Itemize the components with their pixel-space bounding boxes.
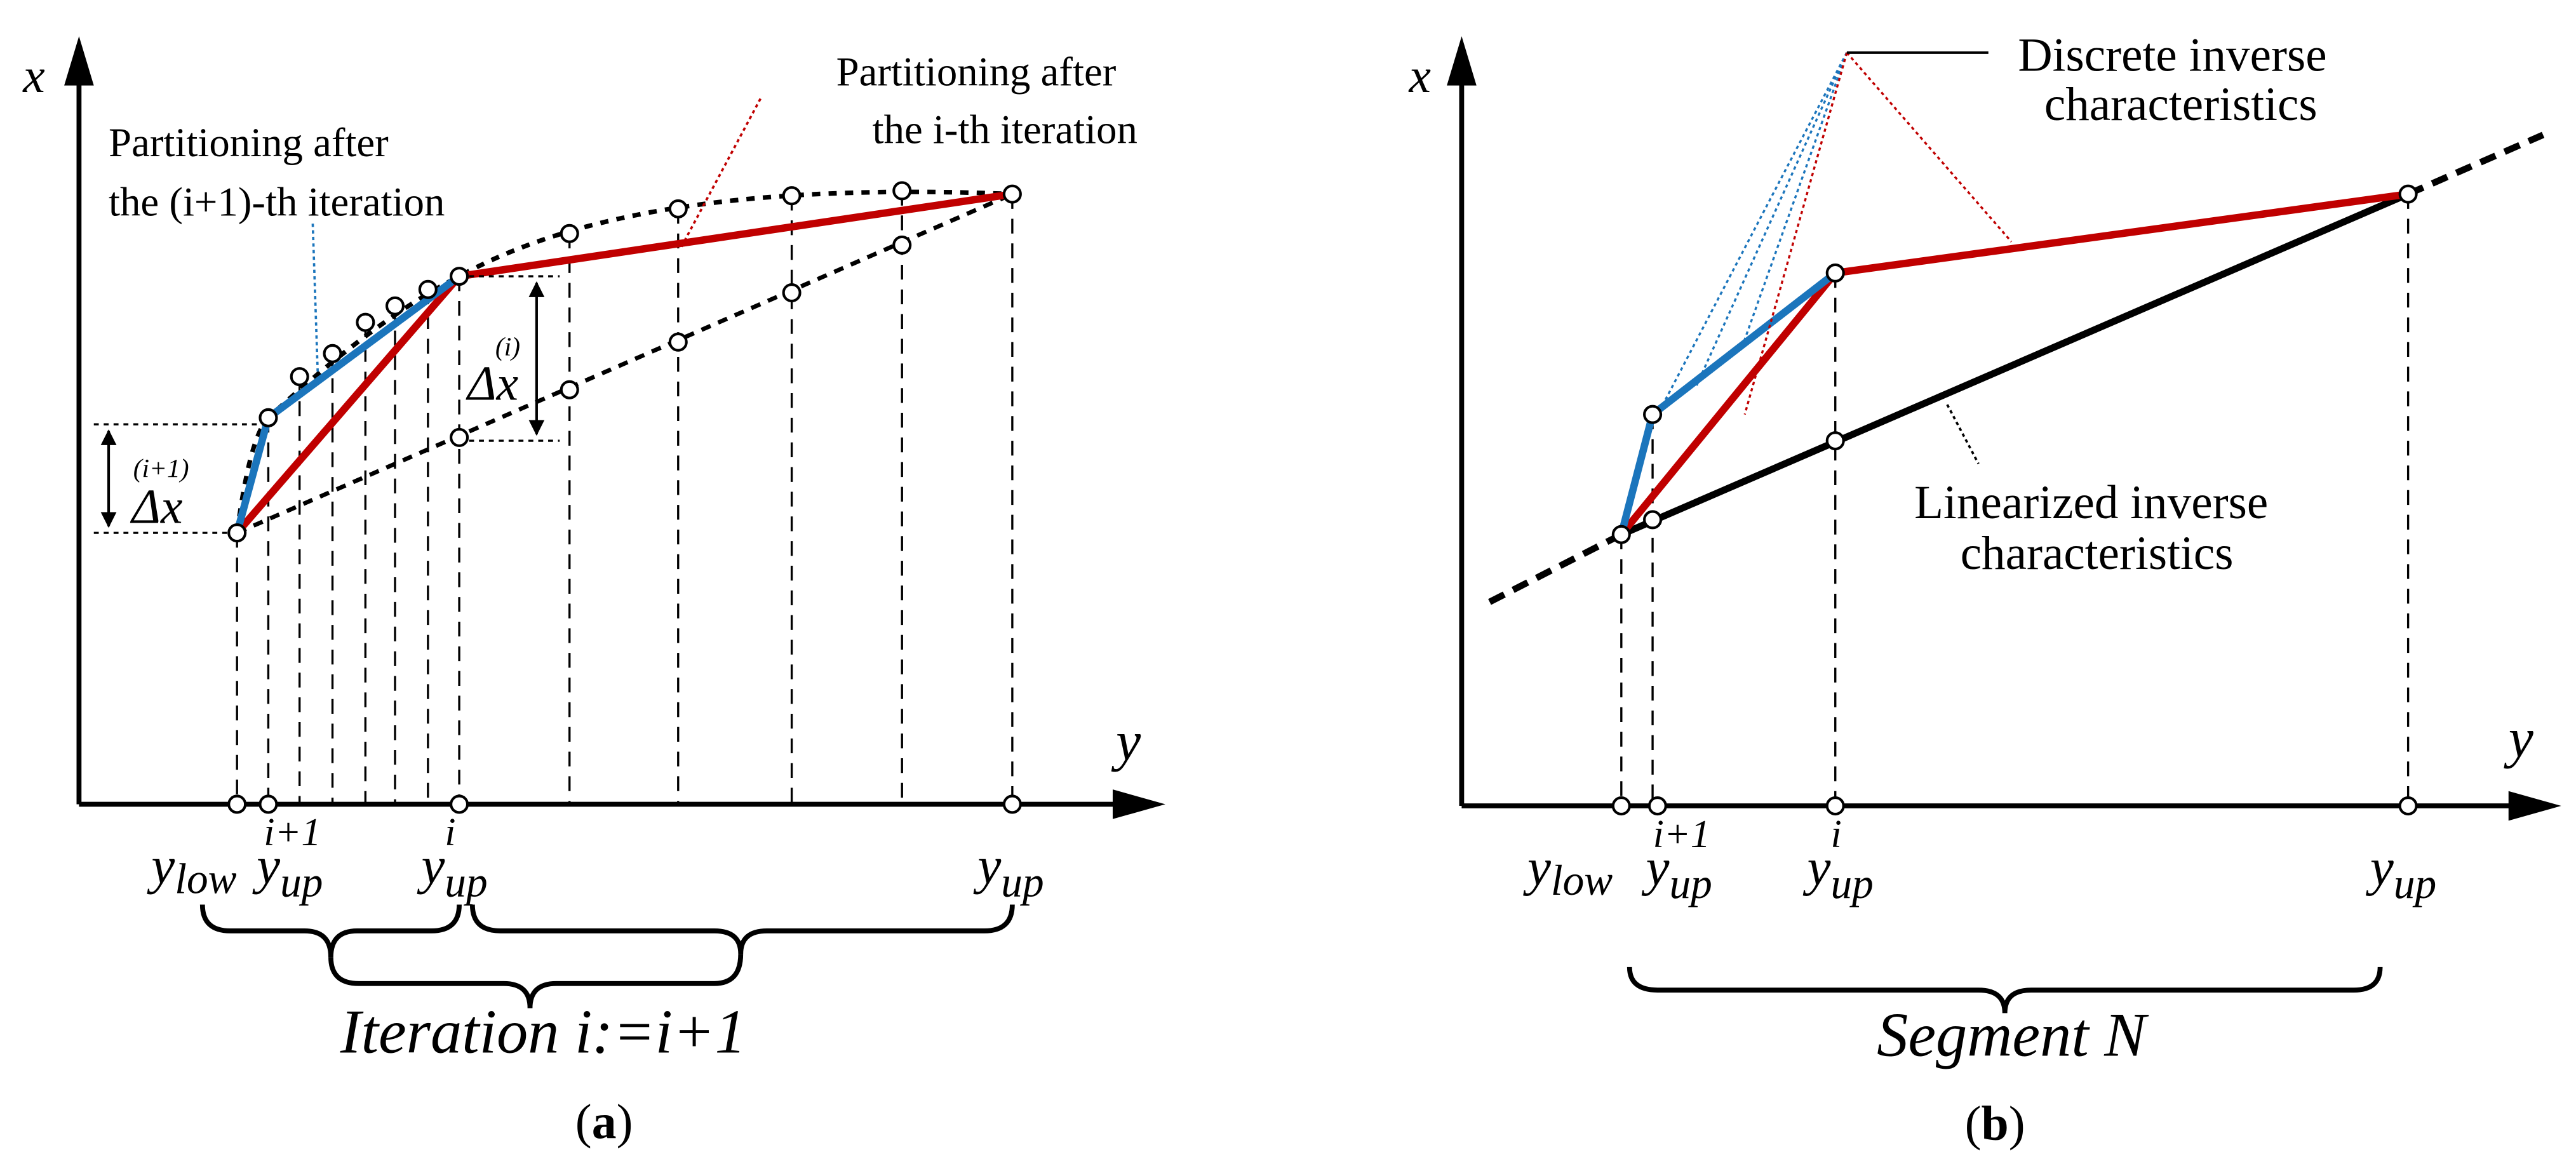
panel-a-delta-i-label: Δx(i) <box>466 331 520 410</box>
panel-a-linearized-line <box>236 192 1014 535</box>
panel-b-discrete-leaders <box>1651 51 2013 425</box>
panel-b: x y <box>1408 29 2561 1151</box>
panel-a-nodes <box>227 181 1022 814</box>
panel-a: x y <box>22 36 1165 1149</box>
panel-b-tick-yup-i: yupi <box>1803 813 1874 907</box>
panel-a-label: (a) <box>575 1094 633 1149</box>
panel-b-nodes <box>1611 184 2418 816</box>
panel-b-annotation-linear-1: Linearized inverse <box>1914 476 2268 529</box>
panel-a-drop-lines <box>236 191 1014 805</box>
panel-a-annotation-blue-1: Partitioning after <box>109 120 389 166</box>
panel-b-annotation-discrete-1: Discrete inverse <box>2018 29 2326 81</box>
panel-a-tick-yup: yup <box>973 836 1043 906</box>
panel-a-red-leader <box>680 98 761 248</box>
panel-a-x-axis-arrowhead <box>1112 789 1165 819</box>
panel-a-tick-yup-i: yupi <box>417 811 487 906</box>
panel-b-brace <box>1627 967 2383 1014</box>
panel-b-axis-x-label: x <box>1408 48 1431 103</box>
panel-b-axis-y-label: y <box>2504 707 2534 769</box>
panel-b-drop-lines <box>1620 194 2410 806</box>
panel-b-linearized-extension-left <box>1488 532 1623 605</box>
panel-b-linearized-line <box>1620 191 2410 538</box>
panel-a-characteristic-curve <box>234 189 1013 533</box>
panel-b-tick-yup: yup <box>2366 838 2436 907</box>
panel-a-brace-caption: Iteration i:=i+1 <box>340 998 746 1067</box>
panel-a-annotation-red-2: the i-th iteration <box>873 107 1137 152</box>
panel-a-brace-left <box>199 904 462 958</box>
panel-b-label: (b) <box>1965 1096 2025 1151</box>
panel-b-linear-leader <box>1946 404 1980 465</box>
panel-b-brace-caption: Segment N <box>1877 1001 2149 1070</box>
panel-a-blue-leader <box>311 224 319 372</box>
panel-a-measure-guides <box>93 275 560 534</box>
panel-a-annotation-red-1: Partitioning after <box>836 50 1117 95</box>
panel-a-y-axis-arrowhead <box>64 36 94 86</box>
panel-a-annotation-blue-2: the (i+1)-th iteration <box>109 179 445 225</box>
panel-a-tick-ylow: ylow <box>147 836 236 903</box>
panel-a-delta-i1-label: Δx(i+1) <box>130 453 189 533</box>
panel-a-brace-right <box>469 904 1015 954</box>
panel-a-axis-x-label: x <box>22 48 45 103</box>
panel-b-y-axis-arrowhead <box>1447 36 1477 86</box>
panel-b-tick-ylow: ylow <box>1523 838 1613 904</box>
panel-b-tick-yup-i1: yupi+1 <box>1642 813 1712 907</box>
panel-b-linearized-extension-right <box>2406 131 2545 197</box>
panel-b-annotation-linear-2: characteristics <box>1961 527 2234 580</box>
panel-a-tick-yup-i1: yupi+1 <box>252 811 323 906</box>
panel-b-x-axis-arrowhead <box>2508 791 2561 821</box>
panel-a-axis-y-label: y <box>1111 711 1141 773</box>
panel-a-brace-bottom <box>328 954 744 1008</box>
panel-b-annotation-discrete-2: characteristics <box>2044 78 2318 131</box>
